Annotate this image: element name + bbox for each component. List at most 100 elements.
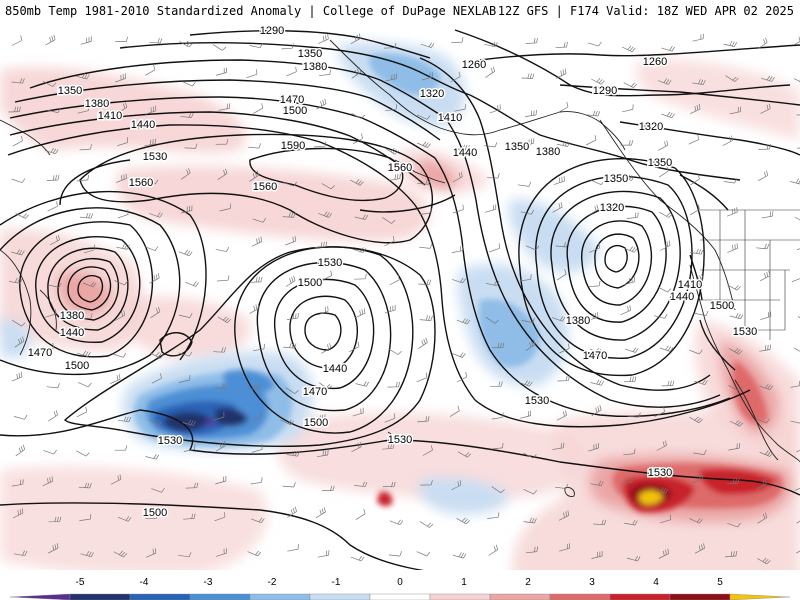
- wind-barb: [726, 207, 738, 217]
- wind-barb: [114, 310, 126, 321]
- wind-barb: [354, 308, 366, 319]
- contour-label: 1440: [131, 119, 155, 131]
- wind-barb: [117, 416, 132, 423]
- contour-line: [79, 133, 434, 244]
- colorbar-swatch: [669, 593, 731, 600]
- wind-barb: [523, 452, 537, 459]
- wind-barb: [491, 486, 505, 494]
- island-outline: [564, 487, 575, 497]
- wind-barb: [42, 80, 57, 87]
- wind-barb: [217, 316, 232, 323]
- contour-label: 1590: [281, 140, 305, 152]
- wind-barb: [178, 374, 191, 383]
- wind-barb: [113, 550, 128, 558]
- wind-barb: [521, 317, 536, 323]
- wind-barb: [692, 473, 703, 484]
- wind-barb: [693, 449, 707, 455]
- wind-barb: [115, 36, 128, 42]
- wind-barb: [149, 212, 163, 218]
- negative-anomaly-area: [164, 412, 210, 432]
- colorbar-swatch: [609, 593, 671, 600]
- contour-line: [454, 29, 791, 97]
- wind-barb: [217, 168, 228, 180]
- contour-label: 1530: [388, 434, 412, 446]
- contour-label: 1320: [639, 121, 663, 133]
- wind-barb: [284, 143, 298, 149]
- wind-barb: [457, 451, 472, 458]
- contour-line: [689, 254, 736, 371]
- contour-label: 1350: [298, 48, 322, 60]
- wind-barb: [15, 444, 26, 457]
- wind-barb: [110, 474, 122, 485]
- wind-barb: [559, 543, 571, 552]
- wind-barb: [623, 276, 635, 286]
- wind-barb: [215, 139, 229, 145]
- wind-barb: [794, 487, 800, 491]
- wind-barb: [185, 482, 199, 489]
- wind-barb: [451, 37, 464, 44]
- wind-barb: [115, 73, 127, 83]
- wind-barb: [556, 269, 567, 281]
- contour-label: 1500: [710, 300, 734, 312]
- wind-barb: [383, 42, 397, 49]
- wind-barb: [318, 34, 329, 44]
- wind-barb: [285, 387, 299, 394]
- wind-barb: [590, 480, 604, 486]
- wind-barb: [42, 476, 54, 487]
- wind-barb: [384, 413, 396, 423]
- wind-barb: [313, 141, 327, 148]
- wind-barb: [525, 109, 537, 117]
- wind-barb: [350, 179, 364, 186]
- wind-barb: [180, 112, 194, 118]
- wind-barb: [182, 81, 196, 87]
- wind-barb: [422, 445, 433, 456]
- wind-barb: [660, 240, 671, 251]
- wind-barb: [729, 106, 742, 115]
- positive-anomaly-area: [636, 59, 800, 140]
- state-border: [700, 299, 785, 331]
- wind-barb: [247, 143, 261, 149]
- wind-barb: [77, 350, 91, 357]
- contour-line: [159, 332, 193, 357]
- wind-barb: [352, 247, 366, 253]
- wind-barb: [593, 519, 607, 526]
- wind-barb: [215, 67, 227, 76]
- wind-barb: [690, 173, 700, 186]
- wind-barb: [486, 173, 500, 179]
- wind-barb: [489, 243, 500, 253]
- wind-barb: [558, 510, 570, 521]
- wind-barb: [319, 382, 333, 390]
- contour-line: [29, 59, 446, 119]
- contour-line: [566, 205, 667, 323]
- wind-barb: [585, 135, 597, 146]
- contour-label: 1380: [566, 315, 590, 327]
- wind-barb: [556, 410, 567, 421]
- wind-barb: [623, 246, 638, 253]
- wind-barb: [43, 342, 55, 354]
- wind-barb: [76, 174, 89, 182]
- wind-barb: [760, 311, 772, 321]
- wind-barb: [179, 40, 193, 48]
- wind-barb: [181, 205, 193, 214]
- wind-barb: [689, 204, 700, 216]
- wind-barb: [112, 352, 127, 358]
- wind-barb: [317, 550, 330, 558]
- wind-barb: [654, 313, 668, 319]
- wind-barb: [656, 440, 667, 451]
- wind-barb: [558, 102, 569, 113]
- negative-anomaly-area: [215, 408, 248, 427]
- wind-barb: [350, 33, 361, 45]
- wind-barb: [13, 414, 28, 420]
- wind-barb: [658, 140, 669, 151]
- colorbar-tick-label: 4: [653, 577, 659, 588]
- wind-barb: [661, 46, 675, 52]
- wind-barb: [79, 514, 92, 521]
- wind-barb: [183, 513, 196, 520]
- wind-barb: [45, 34, 56, 46]
- wind-barb: [79, 313, 93, 319]
- wind-barb: [351, 441, 362, 453]
- wind-barb: [416, 114, 431, 120]
- contour-line: [604, 244, 628, 273]
- contour-line: [47, 247, 129, 331]
- negative-anomaly-area: [418, 477, 510, 515]
